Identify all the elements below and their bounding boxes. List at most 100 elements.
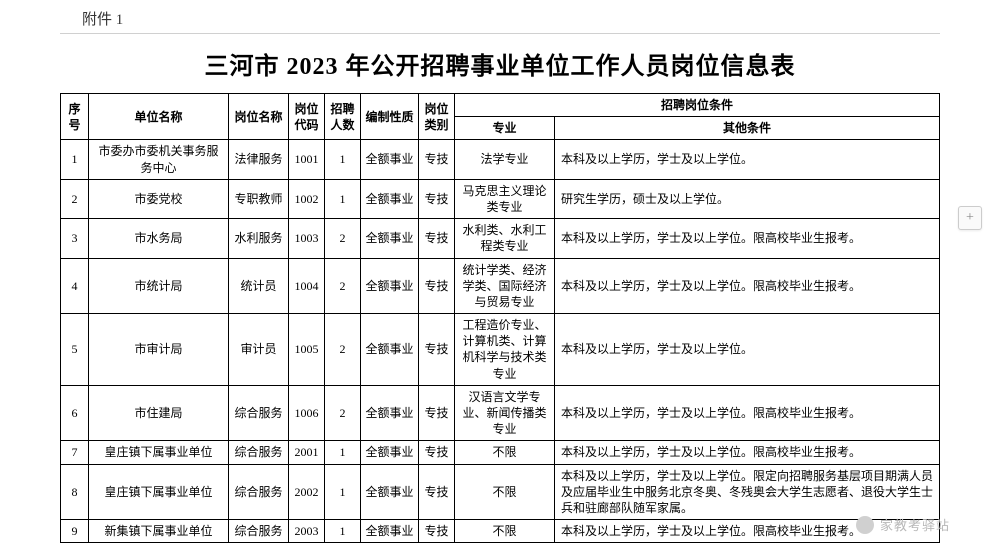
cell-code: 2002 [289, 464, 325, 520]
table-row: 9新集镇下属事业单位综合服务20031全额事业专技不限本科及以上学历，学士及以上… [61, 520, 940, 543]
cell-nature: 全额事业 [361, 140, 419, 179]
cell-cat: 专技 [419, 140, 455, 179]
cell-other: 本科及以上学历，学士及以上学位。限定向招聘服务基层项目期满人员及应届毕业生中服务… [555, 464, 940, 520]
col-header-num: 招聘人数 [325, 94, 361, 140]
cell-num: 2 [325, 385, 361, 441]
cell-num: 2 [325, 219, 361, 258]
cell-seq: 7 [61, 441, 89, 464]
cell-code: 1005 [289, 314, 325, 386]
cell-other: 研究生学历，硕士及以上学位。 [555, 179, 940, 218]
cell-post: 水利服务 [229, 219, 289, 258]
col-header-nature: 编制性质 [361, 94, 419, 140]
cell-major: 不限 [455, 441, 555, 464]
table-body: 1市委办市委机关事务服务中心法律服务10011全额事业专技法学专业本科及以上学历… [61, 140, 940, 543]
table-row: 1市委办市委机关事务服务中心法律服务10011全额事业专技法学专业本科及以上学历… [61, 140, 940, 179]
cell-post: 综合服务 [229, 441, 289, 464]
col-header-cat: 岗位类别 [419, 94, 455, 140]
cell-post: 统计员 [229, 258, 289, 314]
col-header-code: 岗位代码 [289, 94, 325, 140]
cell-post: 综合服务 [229, 385, 289, 441]
col-header-seq: 序号 [61, 94, 89, 140]
cell-nature: 全额事业 [361, 179, 419, 218]
watermark: 家教考驿站 [856, 515, 950, 534]
cell-num: 1 [325, 441, 361, 464]
cell-seq: 2 [61, 179, 89, 218]
cell-code: 1003 [289, 219, 325, 258]
cell-code: 1004 [289, 258, 325, 314]
cell-cat: 专技 [419, 385, 455, 441]
cell-code: 2003 [289, 520, 325, 543]
cell-seq: 4 [61, 258, 89, 314]
cell-unit: 市委办市委机关事务服务中心 [89, 140, 229, 179]
cell-major: 法学专业 [455, 140, 555, 179]
cell-unit: 皇庄镇下属事业单位 [89, 464, 229, 520]
cell-seq: 9 [61, 520, 89, 543]
cell-major: 不限 [455, 464, 555, 520]
cell-num: 1 [325, 464, 361, 520]
cell-other: 本科及以上学历，学士及以上学位。限高校毕业生报考。 [555, 258, 940, 314]
cell-unit: 市审计局 [89, 314, 229, 386]
cell-cat: 专技 [419, 520, 455, 543]
cell-post: 审计员 [229, 314, 289, 386]
watermark-icon [856, 516, 874, 534]
cell-post: 综合服务 [229, 464, 289, 520]
col-header-other: 其他条件 [555, 117, 940, 140]
table-row: 8皇庄镇下属事业单位综合服务20021全额事业专技不限本科及以上学历，学士及以上… [61, 464, 940, 520]
cell-code: 2001 [289, 441, 325, 464]
cell-other: 本科及以上学历，学士及以上学位。限高校毕业生报考。 [555, 441, 940, 464]
cell-seq: 3 [61, 219, 89, 258]
cell-post: 综合服务 [229, 520, 289, 543]
cell-code: 1006 [289, 385, 325, 441]
col-header-post: 岗位名称 [229, 94, 289, 140]
cell-num: 1 [325, 520, 361, 543]
document-title: 三河市 2023 年公开招聘事业单位工作人员岗位信息表 [60, 36, 940, 93]
cell-nature: 全额事业 [361, 464, 419, 520]
table-row: 7皇庄镇下属事业单位综合服务20011全额事业专技不限本科及以上学历，学士及以上… [61, 441, 940, 464]
col-header-cond-group: 招聘岗位条件 [455, 94, 940, 117]
cell-other: 本科及以上学历，学士及以上学位。 [555, 140, 940, 179]
cell-code: 1001 [289, 140, 325, 179]
cell-cat: 专技 [419, 179, 455, 218]
cell-nature: 全额事业 [361, 258, 419, 314]
cell-num: 2 [325, 258, 361, 314]
cell-unit: 市住建局 [89, 385, 229, 441]
table-row: 3市水务局水利服务10032全额事业专技水利类、水利工程类专业本科及以上学历，学… [61, 219, 940, 258]
cell-unit: 新集镇下属事业单位 [89, 520, 229, 543]
table-row: 2市委党校专职教师10021全额事业专技马克思主义理论类专业研究生学历，硕士及以… [61, 179, 940, 218]
table-row: 4市统计局统计员10042全额事业专技统计学类、经济学类、国际经济与贸易专业本科… [61, 258, 940, 314]
col-header-unit: 单位名称 [89, 94, 229, 140]
cell-major: 不限 [455, 520, 555, 543]
col-header-major: 专业 [455, 117, 555, 140]
cell-major: 工程造价专业、计算机类、计算机科学与技术类专业 [455, 314, 555, 386]
cell-unit: 市统计局 [89, 258, 229, 314]
cell-nature: 全额事业 [361, 219, 419, 258]
cell-unit: 皇庄镇下属事业单位 [89, 441, 229, 464]
cell-other: 本科及以上学历，学士及以上学位。 [555, 314, 940, 386]
table-row: 5市审计局审计员10052全额事业专技工程造价专业、计算机类、计算机科学与技术类… [61, 314, 940, 386]
cell-other: 本科及以上学历，学士及以上学位。限高校毕业生报考。 [555, 385, 940, 441]
cell-cat: 专技 [419, 464, 455, 520]
cell-nature: 全额事业 [361, 441, 419, 464]
cell-cat: 专技 [419, 258, 455, 314]
cell-num: 1 [325, 179, 361, 218]
cell-cat: 专技 [419, 219, 455, 258]
cell-unit: 市委党校 [89, 179, 229, 218]
side-add-button[interactable]: + [958, 206, 982, 230]
cell-unit: 市水务局 [89, 219, 229, 258]
cell-cat: 专技 [419, 314, 455, 386]
cell-nature: 全额事业 [361, 314, 419, 386]
cell-other: 本科及以上学历，学士及以上学位。限高校毕业生报考。 [555, 219, 940, 258]
cell-nature: 全额事业 [361, 520, 419, 543]
table-header: 序号 单位名称 岗位名称 岗位代码 招聘人数 编制性质 岗位类别 招聘岗位条件 … [61, 94, 940, 140]
cell-major: 统计学类、经济学类、国际经济与贸易专业 [455, 258, 555, 314]
cell-major: 水利类、水利工程类专业 [455, 219, 555, 258]
cell-num: 2 [325, 314, 361, 386]
cell-seq: 1 [61, 140, 89, 179]
cell-cat: 专技 [419, 441, 455, 464]
cell-post: 专职教师 [229, 179, 289, 218]
watermark-text: 家教考驿站 [880, 515, 950, 534]
cell-seq: 8 [61, 464, 89, 520]
cell-num: 1 [325, 140, 361, 179]
cell-seq: 5 [61, 314, 89, 386]
cell-seq: 6 [61, 385, 89, 441]
